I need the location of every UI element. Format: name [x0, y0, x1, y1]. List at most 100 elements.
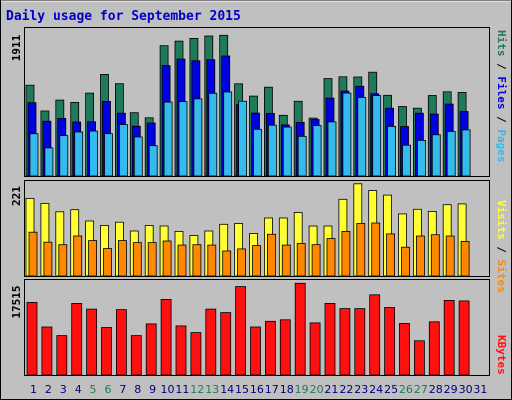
- x-tick-label: 28: [429, 383, 443, 396]
- bar-pages: [148, 145, 158, 177]
- bar-sites: [192, 244, 202, 277]
- bar-kbytes: [116, 309, 127, 376]
- x-tick-label: 16: [250, 383, 264, 396]
- bar-sites: [296, 243, 306, 277]
- x-tick-label: 2: [45, 383, 52, 396]
- bar-sites: [281, 244, 291, 277]
- bar-pages: [267, 124, 277, 177]
- bar-kbytes: [160, 298, 172, 376]
- x-tick-label: 18: [280, 383, 294, 396]
- legend-sep: /: [495, 240, 508, 260]
- bar-kbytes: [399, 322, 410, 376]
- y-max-label-mid: 221: [10, 186, 23, 206]
- bar-kbytes: [56, 335, 68, 376]
- x-tick-label: 15: [235, 383, 249, 396]
- legend-top: Hits / Files / Pages: [495, 30, 508, 163]
- bar-sites: [118, 240, 127, 277]
- bar-kbytes: [279, 319, 291, 376]
- bar-sites: [445, 235, 455, 277]
- x-tick-label: 10: [161, 383, 175, 396]
- bar-sites: [58, 244, 68, 277]
- bar-sites: [430, 234, 440, 277]
- bar-sites: [28, 231, 38, 277]
- legend-bot: KBytes: [495, 335, 508, 375]
- x-tick-label: 17: [265, 383, 279, 396]
- bar-pages: [208, 92, 218, 177]
- bar-kbytes: [294, 282, 306, 376]
- bar-pages: [89, 130, 98, 177]
- panel-bot-frame: [24, 279, 490, 376]
- bar-pages: [119, 124, 128, 177]
- bar-pages: [372, 95, 382, 177]
- bar-sites: [266, 233, 276, 277]
- bar-pages: [416, 139, 426, 177]
- bar-pages: [461, 129, 471, 177]
- bar-pages: [402, 144, 411, 177]
- panel-mid-frame: [24, 180, 490, 277]
- x-tick-label: 13: [205, 383, 219, 396]
- bar-kbytes: [101, 327, 112, 376]
- bar-kbytes: [369, 294, 381, 376]
- bar-pages: [282, 126, 292, 177]
- x-tick-label: 6: [105, 383, 112, 396]
- bar-sites: [460, 240, 470, 277]
- bar-sites: [147, 242, 157, 277]
- bar-kbytes: [220, 312, 232, 376]
- bar-sites: [237, 248, 247, 277]
- x-tick-label: 19: [295, 383, 309, 396]
- panel-top-frame: [24, 27, 490, 177]
- x-tick-label: 14: [220, 383, 234, 396]
- legend-sep: /: [495, 110, 508, 130]
- bar-sites: [252, 245, 261, 277]
- bar-sites: [132, 242, 142, 277]
- bar-kbytes: [235, 286, 247, 376]
- bar-pages: [104, 133, 113, 177]
- bar-pages: [223, 91, 233, 177]
- bar-pages: [238, 100, 248, 177]
- bar-pages: [178, 101, 188, 177]
- bar-kbytes: [264, 320, 276, 376]
- bar-kbytes: [190, 332, 202, 376]
- bar-sites: [356, 223, 366, 277]
- bar-kbytes: [26, 301, 38, 376]
- x-tick-label: 29: [444, 383, 458, 396]
- bar-pages: [44, 147, 54, 177]
- bar-pages: [387, 126, 397, 177]
- bar-pages: [327, 121, 337, 177]
- bar-sites: [103, 248, 112, 277]
- bar-sites: [386, 233, 396, 277]
- bar-kbytes: [339, 308, 351, 376]
- bar-pages: [163, 101, 173, 177]
- bar-kbytes: [130, 335, 142, 376]
- x-tick-label: 30: [459, 383, 473, 396]
- bar-kbytes: [145, 323, 157, 376]
- bar-pages: [193, 98, 203, 177]
- bar-pages: [431, 134, 441, 177]
- x-tick-label: 8: [134, 383, 141, 396]
- bar-kbytes: [413, 340, 425, 376]
- bar-sites: [73, 235, 83, 277]
- bar-pages: [74, 131, 84, 177]
- legend-sep: /: [495, 57, 508, 77]
- bar-kbytes: [250, 326, 261, 376]
- x-tick-label: 22: [339, 383, 353, 396]
- bar-pages: [446, 131, 456, 177]
- legend-pages: Pages: [495, 129, 508, 162]
- bar-kbytes: [86, 308, 97, 376]
- bar-sites: [401, 246, 410, 277]
- x-tick-label: 21: [324, 383, 338, 396]
- chart-title: Daily usage for September 2015: [6, 9, 241, 24]
- bar-sites: [415, 235, 425, 277]
- x-tick-label: 7: [119, 383, 126, 396]
- x-tick-label: 5: [90, 383, 97, 396]
- x-tick-label: 25: [384, 383, 398, 396]
- bar-kbytes: [175, 325, 187, 376]
- bar-sites: [326, 238, 336, 277]
- bar-pages: [297, 135, 307, 177]
- bar-pages: [59, 135, 69, 177]
- x-tick-label: 1: [30, 383, 37, 396]
- x-tick-label: 27: [414, 383, 428, 396]
- bar-sites: [43, 241, 53, 277]
- legend-sites: Sites: [495, 260, 508, 293]
